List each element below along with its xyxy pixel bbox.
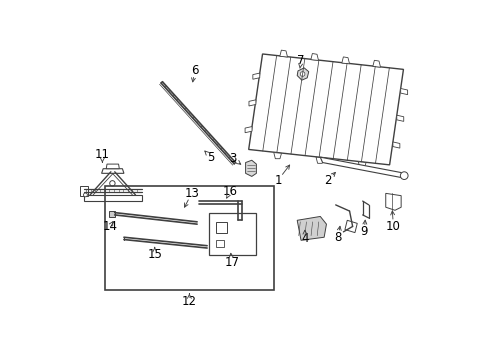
Polygon shape [102,169,123,173]
Circle shape [400,172,407,180]
Text: 1: 1 [274,174,281,187]
Polygon shape [320,157,403,178]
Text: 7: 7 [297,54,304,67]
Text: 13: 13 [184,187,199,200]
Circle shape [83,193,87,197]
Text: 5: 5 [207,150,214,164]
Text: 10: 10 [385,220,400,233]
Polygon shape [372,60,380,67]
Bar [216,222,226,233]
Polygon shape [297,68,308,80]
Circle shape [109,181,115,186]
Text: 3: 3 [229,152,237,165]
Polygon shape [385,193,400,210]
Bar [104,186,274,289]
Polygon shape [106,164,119,169]
Polygon shape [358,162,366,168]
Polygon shape [400,89,407,95]
Text: 12: 12 [182,294,197,308]
Polygon shape [248,100,255,106]
Text: 9: 9 [360,225,367,238]
Text: 8: 8 [334,231,341,244]
Polygon shape [244,127,251,133]
Polygon shape [248,54,403,165]
Polygon shape [108,211,115,217]
Polygon shape [297,216,326,240]
Text: 11: 11 [95,148,110,161]
Polygon shape [341,57,349,64]
Bar [216,239,224,247]
Text: 2: 2 [324,174,331,187]
Polygon shape [344,220,357,233]
Text: 6: 6 [191,64,198,77]
Polygon shape [252,73,259,79]
Circle shape [300,72,305,76]
Text: 16: 16 [222,185,237,198]
Polygon shape [392,142,399,148]
Text: 4: 4 [301,232,308,245]
Text: 14: 14 [102,220,117,233]
Bar [208,213,256,255]
Polygon shape [279,50,287,57]
Polygon shape [315,157,323,163]
Polygon shape [396,115,403,121]
Text: 17: 17 [224,256,239,269]
Polygon shape [310,54,318,60]
Polygon shape [273,153,281,159]
Polygon shape [84,195,142,201]
Polygon shape [80,186,87,197]
Polygon shape [245,160,256,176]
Text: 15: 15 [147,248,162,261]
